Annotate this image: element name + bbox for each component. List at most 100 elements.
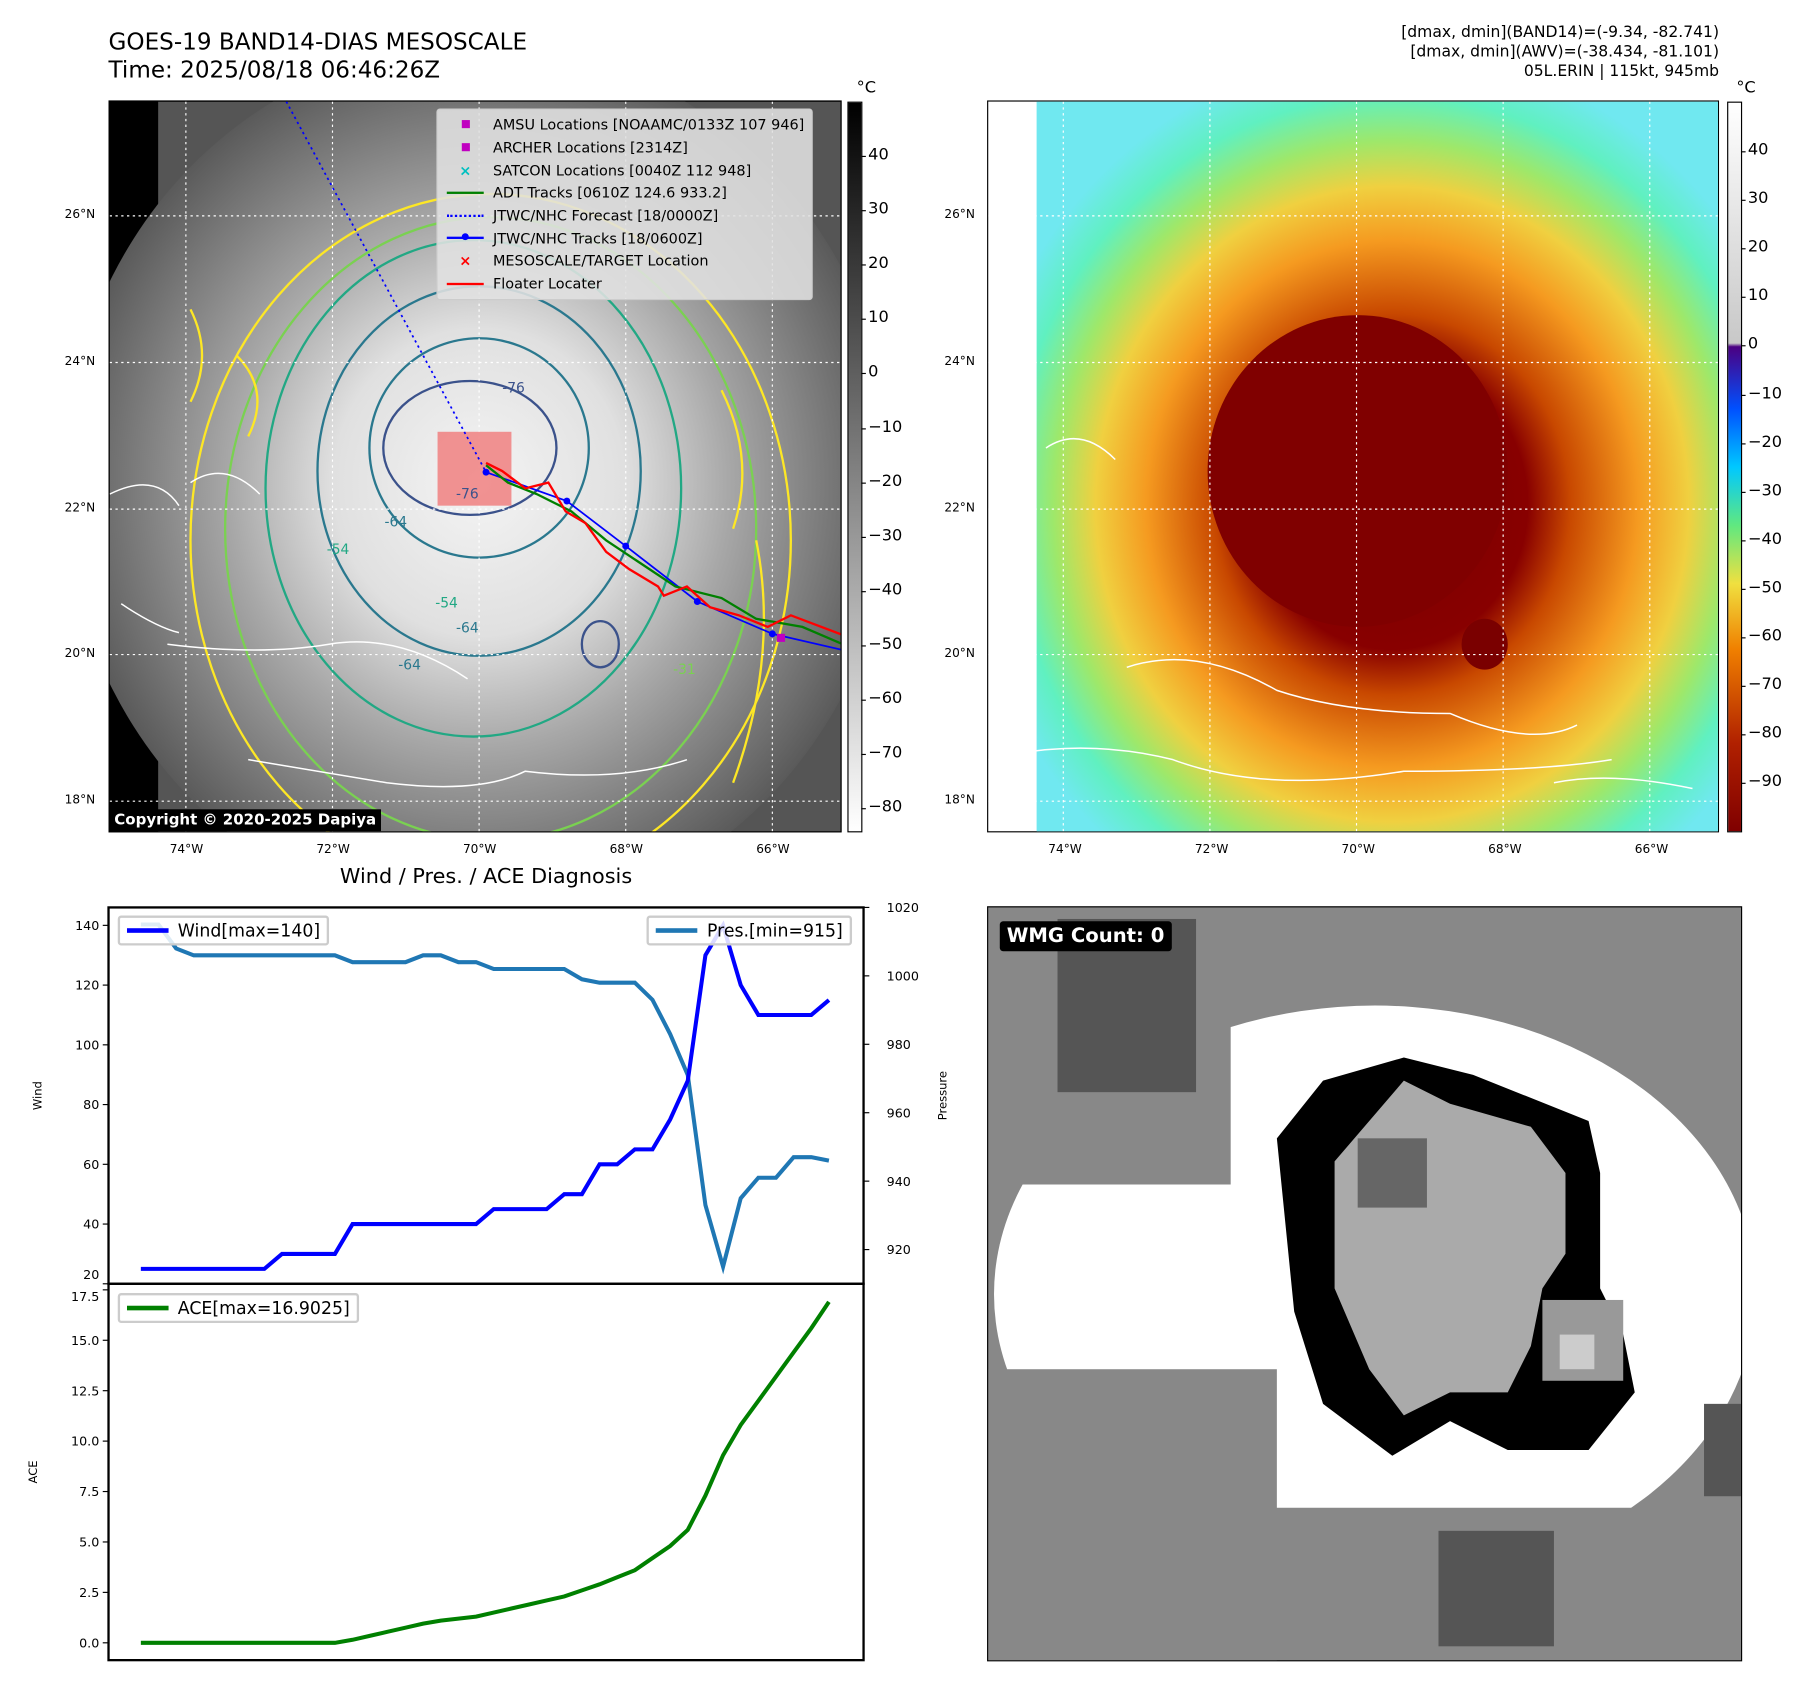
colorbar-tick: 0 [861,362,879,382]
wind-tick-label: 40 [83,1217,99,1232]
ace-line [140,1300,831,1645]
x-marker-icon: × [459,161,472,179]
colorbar-tick: 30 [861,199,889,219]
chart-title: Wind / Pres. / ACE Diagnosis [339,864,633,889]
track-points [482,468,776,638]
colorbar-tick: −90 [1741,772,1783,792]
line-icon [444,191,486,194]
ace-legend-label: ACE[max=16.9025] [177,1297,350,1319]
colorbar-unit: °C [1736,78,1756,97]
colorbar-tick: −70 [861,743,903,763]
ace-plot-frame [107,1282,865,1662]
colorbar-tick: −40 [861,580,903,599]
floater-track [485,461,841,636]
wind-line-icon [126,928,169,933]
legend-item-amsu: AMSU Locations [NOAAMC/0133Z 107 946] [444,113,804,136]
info-band14: [dmax, dmin](BAND14)=(-9.34, -82.741) [1401,23,1720,42]
ace-legend: ACE[max=16.9025] [117,1293,359,1324]
coastlines [109,472,688,788]
contour-label: -76 [456,487,479,503]
x-marker-icon: × [459,252,472,270]
wmg-image [988,907,1741,1661]
contour-label: -31 [673,662,696,678]
lon-label: 66°W [756,842,790,857]
info-storm: 05L.ERIN | 115kt, 945mb [1523,62,1720,81]
band14-map[interactable]: -76 -76 -64 -54 -54 -64 -64 -31 AMSU Loc… [108,100,842,833]
band14-colorbar [847,101,863,833]
ace-tick-label: 2.5 [79,1585,99,1600]
colorbar-tick: 10 [1741,286,1769,306]
pressure-tick-label: 1000 [887,968,919,983]
contour-label: -64 [398,658,421,674]
amsu-marker [776,633,786,642]
forecast-track [285,101,487,473]
colorbar-tick: 20 [861,254,889,273]
lat-label: 26°N [944,207,975,222]
legend-label: JTWC/NHC Forecast [18/0000Z] [492,206,719,225]
colorbar-tick: −50 [1741,578,1783,597]
lat-label: 24°N [64,354,96,369]
ace-line-icon [126,1305,169,1311]
pressure-tick-label: 1020 [887,900,919,915]
lat-label: 18°N [64,793,96,808]
legend-item-adt: ADT Tracks [0610Z 124.6 933.2] [444,181,804,204]
pressure-axis-label: Pressure [936,1071,950,1120]
wind-legend-label: Wind[max=140] [177,920,321,941]
contour-label: -54 [327,542,350,558]
colorbar-tick: −10 [1741,383,1783,403]
legend-item-floater: Floater Locater [444,272,804,295]
legend-label: MESOSCALE/TARGET Location [492,252,709,270]
legend-item-satcon: × SATCON Locations [0040Z 112 948] [444,159,804,182]
colorbar-tick: −10 [861,417,903,436]
wind-tick-label: 120 [75,978,99,993]
contour-label: -76 [502,381,525,397]
colorbar-tick: 30 [1741,189,1769,208]
lon-label: 74°W [169,842,204,857]
ace-tick-label: 5.0 [79,1535,99,1550]
colorbar-tick: −20 [861,471,903,491]
awv-map[interactable] [987,100,1720,833]
lon-label: 70°W [1341,842,1375,857]
pressure-line-icon [656,928,698,933]
wind-tick-label: 20 [83,1267,99,1282]
contour-label: -54 [435,595,458,611]
info-awv: [dmax, dmin](AWV)=(-38.434, -81.101) [1410,42,1720,62]
pressure-tick-label: 920 [887,1242,911,1257]
colorbar-tick: −80 [1741,724,1783,743]
lat-label: 26°N [64,207,96,222]
lon-label: 72°W [1194,842,1229,857]
colorbar-tick: −40 [1741,529,1783,549]
awv-map-image [988,101,1718,832]
pressure-tick-label: 960 [887,1105,911,1120]
colorbar-tick: −30 [861,526,903,545]
lat-label: 22°N [64,500,96,515]
lon-label: 72°W [316,842,350,857]
square-marker-icon [444,143,486,152]
colorbar-tick: 0 [1741,335,1759,354]
legend-label: Floater Locater [492,274,602,293]
wmg-panel[interactable]: WMG Count: 0 [987,906,1743,1662]
lon-label: 68°W [1488,842,1522,857]
wmg-count-label: WMG Count: 0 [999,921,1172,952]
gridlines [988,101,1718,832]
legend-label: ADT Tracks [0610Z 124.6 933.2] [492,184,727,202]
ace-tick-label: 15.0 [71,1333,99,1348]
colorbar-tick: 40 [1741,140,1769,160]
awv-colorbar [1727,101,1743,833]
ace-tick-label: 10.0 [71,1434,99,1449]
colorbar-tick: −30 [1741,481,1783,500]
lon-label: 70°W [462,842,497,857]
wind-tick-label: 80 [83,1097,99,1112]
lat-label: 20°N [944,646,975,661]
copyright: Copyright © 2020-2025 Dapiya [109,809,381,832]
lat-label: 18°N [944,793,975,808]
wind-tick-label: 60 [83,1157,99,1172]
pressure-line [140,922,830,1275]
ace-tick-label: 7.5 [79,1484,99,1499]
lat-label: 20°N [64,646,96,661]
colorbar-tick: 40 [861,145,889,164]
ace-axis-label: ACE [26,1460,40,1483]
wind-axis-label: Wind [31,1081,45,1110]
wind-tick-label: 140 [75,918,99,933]
lon-label: 74°W [1048,842,1082,857]
